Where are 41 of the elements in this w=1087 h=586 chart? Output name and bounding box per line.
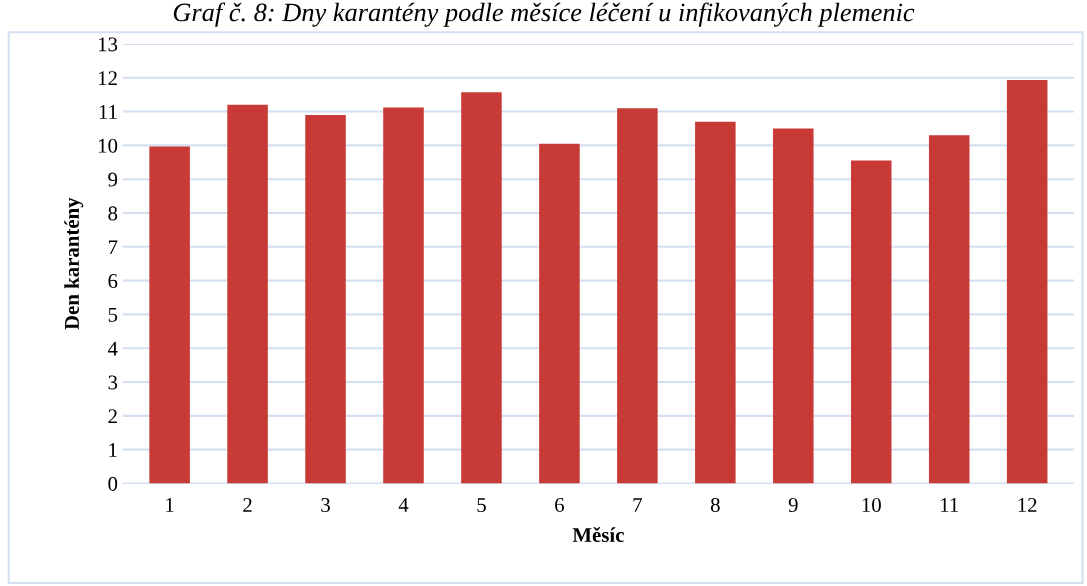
bar <box>850 160 892 484</box>
bar <box>383 107 424 484</box>
y-tick-label: 9 <box>108 172 118 187</box>
x-tick-label: 2 <box>243 498 252 512</box>
y-tick-label: 2 <box>108 409 117 424</box>
bar <box>227 104 268 484</box>
y-tick-label: 4 <box>107 341 118 356</box>
y-tick-label: 10 <box>98 138 118 153</box>
y-tick-label: 6 <box>108 274 118 289</box>
bar <box>1006 80 1048 484</box>
bar <box>928 135 970 484</box>
y-tick-label: 13 <box>98 37 118 52</box>
x-tick-label: 7 <box>633 498 642 512</box>
x-tick-label: 9 <box>788 498 798 512</box>
bar <box>617 108 658 484</box>
bar <box>695 121 736 484</box>
x-tick-label: 3 <box>321 498 330 512</box>
y-axis-title: Den karantény <box>64 197 84 330</box>
y-tick-label: 1 <box>109 443 117 457</box>
bar <box>773 128 814 484</box>
x-tick-label: 4 <box>398 498 409 512</box>
x-tick-label: 12 <box>1018 498 1037 512</box>
x-tick-label: 5 <box>477 498 486 512</box>
y-tick-label: 12 <box>98 71 117 85</box>
x-tick-label: 11 <box>941 498 958 512</box>
x-tick-label: 8 <box>710 497 720 512</box>
bar <box>539 143 580 484</box>
bar <box>461 92 502 484</box>
x-tick-label: 10 <box>862 497 881 512</box>
y-tick-label: 5 <box>108 308 118 322</box>
chart-title: Graf č. 8: Dny karantény podle měsíce léčení u infikovaných plemenic <box>173 2 915 27</box>
bar <box>305 114 346 484</box>
x-tick-label: 6 <box>555 498 564 512</box>
y-tick-label: 0 <box>108 476 118 491</box>
x-tick-label: 1 <box>166 498 174 512</box>
y-tick-label: 8 <box>108 206 118 221</box>
bar <box>149 146 190 484</box>
y-tick-label: 7 <box>108 240 118 255</box>
x-axis-title: Měsíc <box>572 527 624 542</box>
y-tick-label: 11 <box>99 105 117 119</box>
y-tick-label: 3 <box>108 375 118 390</box>
